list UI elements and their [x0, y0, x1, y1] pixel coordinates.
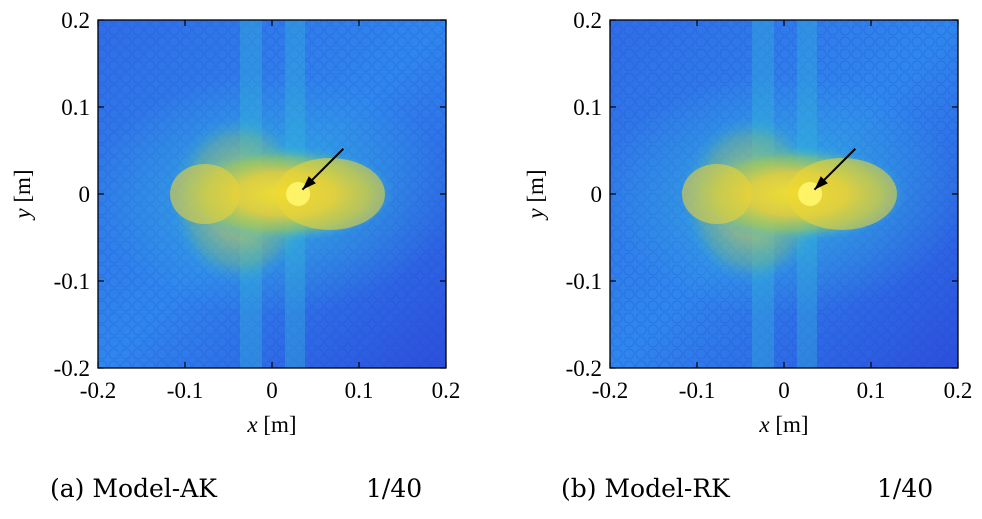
y-tick-label: -0.1 — [54, 269, 90, 294]
x-axis-label: x [m] — [758, 412, 808, 437]
y-tick-label: 0.1 — [61, 95, 90, 120]
x-tick-label: 0 — [778, 378, 790, 403]
y-tick-label: 0 — [79, 182, 91, 207]
y-tick-label: 0.1 — [573, 95, 602, 120]
x-tick-label: 0.1 — [857, 378, 886, 403]
y-tick-label: -0.2 — [54, 356, 90, 381]
y-axis-label: y [m] — [523, 169, 548, 220]
y-tick-label: -0.1 — [566, 269, 602, 294]
panel-b: -0.2 -0.1 0 0.1 0.2 0.2 0.1 0 -0.1 -0.2 x [m] y [m] — [491, 0, 982, 519]
y-tick-label: 0 — [591, 182, 603, 207]
y-tick-label: 0.2 — [573, 8, 602, 33]
y-tick-label: -0.2 — [566, 356, 602, 381]
heatmap-image-b — [610, 20, 958, 368]
heatmap-image-a — [98, 20, 446, 368]
x-tick-label: -0.2 — [592, 378, 628, 403]
caption-a: (a) Model-AK — [50, 474, 217, 503]
ratio-b: 1/40 — [877, 474, 934, 503]
x-tick-label: 0 — [266, 378, 278, 403]
x-axis-label: x [m] — [246, 412, 296, 437]
arrow-head — [814, 176, 828, 190]
arrow-head — [302, 176, 316, 190]
y-axis-label: y [m] — [10, 169, 35, 220]
x-tick-label: 0.2 — [944, 378, 973, 403]
caption-b: (b) Model-RK — [561, 474, 730, 503]
chart-a: -0.2 -0.1 0 0.1 0.2 0.2 0.1 0 -0.1 -0.2 x [m] y [m] — [10, 8, 461, 437]
x-tick-label: -0.2 — [80, 378, 116, 403]
chart-b: -0.2 -0.1 0 0.1 0.2 0.2 0.1 0 -0.1 -0.2 x [m] y [m] — [523, 8, 973, 437]
x-tick-label: 0.1 — [345, 378, 374, 403]
x-tick-label: -0.1 — [679, 378, 715, 403]
ratio-a: 1/40 — [366, 474, 423, 503]
x-tick-label: 0.2 — [432, 378, 461, 403]
panel-a: -0.2 -0.1 0 0.1 0.2 0.2 0.1 0 -0.1 -0.2 x [m] y [m] — [10, 8, 461, 437]
y-tick-label: 0.2 — [61, 8, 90, 33]
x-tick-label: -0.1 — [167, 378, 203, 403]
